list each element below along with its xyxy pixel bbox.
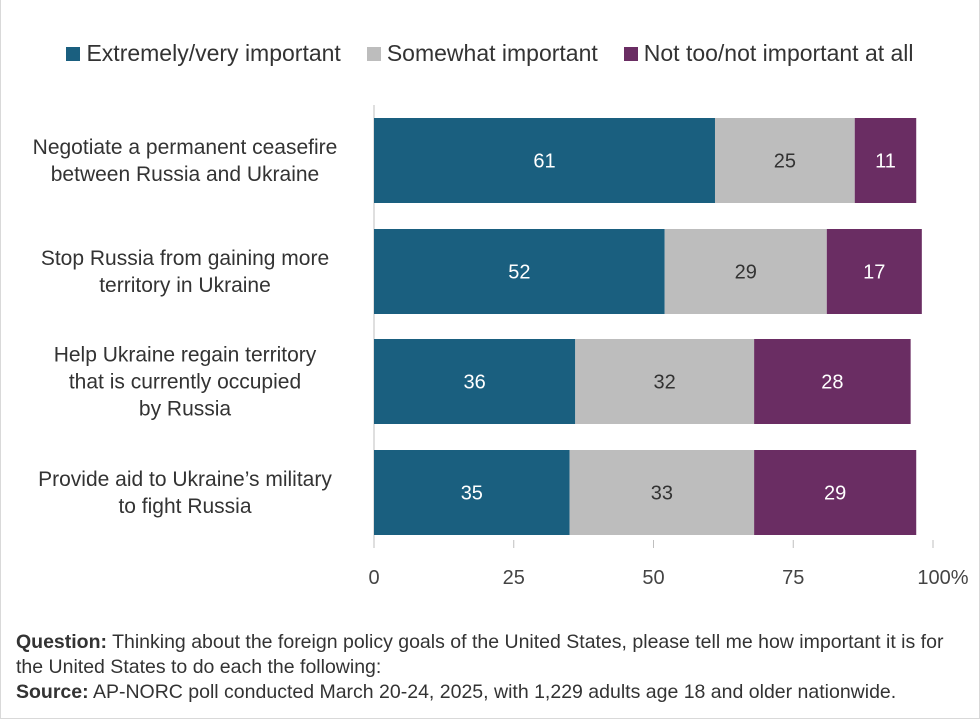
bar-segment — [754, 339, 911, 424]
source-label: Source: — [16, 681, 89, 703]
legend-item-somewhat-important: Somewhat important — [366, 40, 598, 67]
legend-label: Somewhat important — [386, 40, 598, 66]
bar-segment — [754, 450, 917, 535]
data-label: 25 — [774, 151, 796, 173]
category-label: by Russia — [139, 398, 232, 421]
category-label: Negotiate a permanent ceasefire — [33, 136, 338, 159]
x-tick-label: 0 — [368, 567, 379, 589]
category-label: to fight Russia — [118, 495, 251, 518]
bar-segment — [854, 118, 917, 203]
legend-swatch — [366, 46, 381, 61]
x-tick-label: 25 — [503, 567, 525, 589]
category-label: Stop Russia from gaining more — [41, 247, 329, 270]
x-tick-label: 50 — [642, 567, 664, 589]
question-text: Thinking about the foreign policy goals … — [16, 631, 944, 678]
stacked-bar-chart: 61 25 11 Negotiate a permanent ceasefire bet… — [33, 105, 969, 589]
source-note: Source: AP-NORC poll conducted March 20-… — [16, 680, 966, 705]
data-label: 52 — [508, 262, 530, 284]
legend-swatch — [623, 46, 638, 61]
legend-swatch — [66, 46, 81, 61]
legend-item-not-important: Not too/not important at all — [623, 40, 914, 67]
legend-label: Not too/not important at all — [643, 40, 914, 66]
chart-legend: Extremely/very important Somewhat import… — [0, 40, 980, 67]
bar-segment — [826, 229, 922, 314]
category-label: Help Ukraine regain territory — [54, 344, 317, 367]
x-tick-label: 100% — [917, 567, 968, 589]
data-label: 32 — [654, 372, 676, 394]
source-text: AP-NORC poll conducted March 20-24, 2025… — [88, 681, 897, 703]
category-label: that is currently occupied — [69, 371, 301, 394]
data-label: 29 — [824, 483, 846, 505]
bar-segment — [575, 339, 755, 424]
category-label: Provide aid to Ukraine’s military — [38, 468, 332, 491]
bar-segment — [374, 118, 715, 203]
data-label: 28 — [821, 372, 843, 394]
bar-segment — [374, 339, 576, 424]
bar-segment — [374, 450, 570, 535]
question-note: Question: Thinking about the foreign pol… — [16, 630, 966, 680]
data-label: 11 — [875, 151, 896, 173]
legend-item-very-important: Extremely/very important — [66, 40, 341, 67]
bar-segment — [664, 229, 827, 314]
data-label: 61 — [533, 151, 555, 173]
bar-segment — [374, 229, 665, 314]
legend-label: Extremely/very important — [86, 40, 341, 66]
data-label: 17 — [863, 262, 885, 284]
category-label: territory in Ukraine — [99, 274, 271, 297]
chart-notes: Question: Thinking about the foreign pol… — [16, 630, 966, 705]
data-label: 35 — [461, 483, 483, 505]
data-label: 36 — [463, 372, 485, 394]
category-label: between Russia and Ukraine — [51, 163, 320, 186]
data-label: 33 — [651, 483, 673, 505]
question-label: Question: — [16, 631, 107, 653]
x-tick-label: 75 — [782, 567, 804, 589]
bar-segment — [569, 450, 755, 535]
bar-segment — [714, 118, 855, 203]
data-label: 29 — [735, 262, 757, 284]
